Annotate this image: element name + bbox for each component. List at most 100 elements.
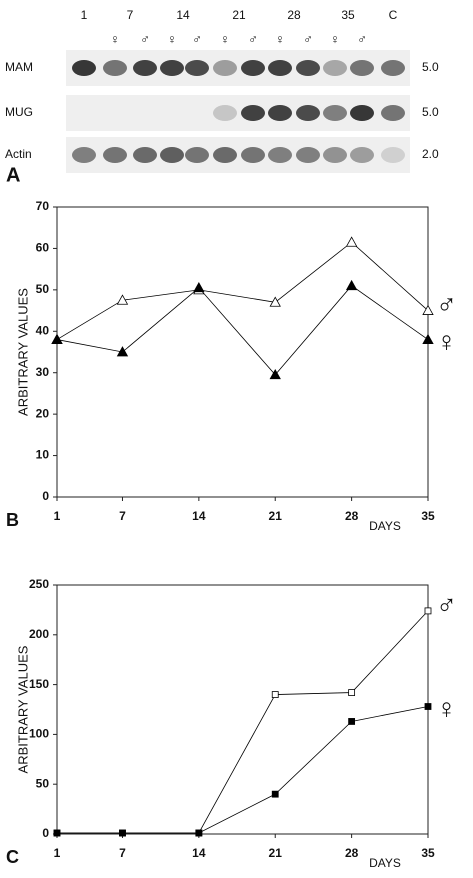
x-tick-label: 1 — [54, 846, 61, 860]
blot-band — [323, 60, 347, 76]
marker — [119, 829, 126, 837]
x-tick-label: 1 — [54, 509, 61, 523]
marker — [424, 703, 432, 710]
marker — [116, 346, 129, 357]
y-tick-label: 200 — [29, 627, 49, 641]
x-tick-label: 7 — [119, 509, 126, 523]
lane-label: C — [389, 8, 398, 22]
plot-frame — [56, 584, 429, 835]
lane-label: 21 — [232, 8, 246, 22]
plot-frame — [56, 206, 429, 498]
marker — [271, 790, 279, 798]
sex-label: ♂ — [192, 31, 202, 46]
marker — [422, 333, 434, 344]
size-label: 2.0 — [422, 147, 439, 161]
series-line — [57, 610, 429, 834]
blot-band — [350, 60, 374, 76]
lane-label: 28 — [287, 8, 301, 22]
lane-label: 1 — [81, 8, 88, 22]
size-label: 5.0 — [422, 60, 439, 74]
blot-band — [133, 60, 157, 76]
x-tick-label: 21 — [269, 509, 283, 523]
marker — [51, 333, 63, 344]
sex-label: ♂ — [303, 31, 313, 46]
blot-band — [241, 147, 265, 163]
blot-band — [185, 60, 209, 76]
marker — [345, 279, 358, 291]
blot-band — [381, 60, 405, 76]
blot-band — [268, 105, 292, 121]
marker — [116, 294, 129, 305]
series-line — [56, 241, 429, 340]
marker — [53, 829, 61, 837]
row-label: Actin — [5, 147, 32, 161]
marker — [269, 368, 281, 380]
row-label: MUG — [5, 105, 33, 119]
blot-band — [185, 147, 209, 163]
blot-band — [350, 147, 374, 163]
panel-label: C — [6, 847, 19, 867]
blot-band — [103, 60, 127, 76]
x-tick-label: 28 — [345, 509, 359, 523]
lane-label: 14 — [176, 8, 190, 22]
blot-band — [103, 147, 127, 163]
blot-band — [160, 147, 184, 163]
y-tick-label: 100 — [29, 727, 49, 741]
series-line — [57, 706, 429, 834]
legend-symbol: ♀ — [436, 693, 457, 724]
y-tick-label: 30 — [36, 365, 50, 379]
y-tick-label: 250 — [29, 577, 49, 591]
blot-band — [133, 147, 157, 163]
x-tick-label: 35 — [421, 509, 435, 523]
marker — [348, 689, 356, 696]
legend-symbol: ♂ — [436, 589, 457, 620]
marker — [193, 281, 205, 293]
x-tick-label: 28 — [345, 846, 359, 860]
sex-label: ♀ — [330, 31, 340, 46]
y-tick-label: 0 — [42, 826, 49, 840]
sex-label: ♀ — [110, 31, 120, 46]
panel-label: B — [6, 510, 19, 530]
blot-band — [160, 60, 184, 76]
marker — [345, 236, 358, 247]
sex-label: ♂ — [140, 31, 150, 46]
blot-band — [213, 147, 237, 163]
blot-band — [213, 105, 237, 121]
panel-label: A — [6, 164, 20, 186]
y-tick-label: 150 — [29, 677, 49, 691]
lane-label: 35 — [341, 8, 355, 22]
blot-band — [381, 147, 405, 163]
y-tick-label: 40 — [36, 323, 50, 337]
sex-label: ♂ — [357, 31, 367, 46]
blot-band — [72, 60, 96, 76]
y-axis-label: ARBITRARY VALUES — [15, 288, 30, 416]
y-tick-label: 50 — [36, 776, 50, 790]
marker — [269, 296, 281, 307]
blot-band — [323, 147, 347, 163]
blot-band — [381, 105, 405, 121]
x-axis-label: DAYS — [369, 519, 401, 533]
marker — [348, 718, 356, 725]
sex-label: ♀ — [167, 31, 177, 46]
y-tick-label: 10 — [36, 448, 50, 462]
blot-band — [350, 105, 374, 121]
sex-label: ♀ — [275, 31, 285, 46]
x-tick-label: 35 — [421, 846, 435, 860]
legend-symbol: ♀ — [436, 326, 457, 357]
y-tick-label: 0 — [42, 489, 49, 503]
y-axis-label: ARBITRARY VALUES — [15, 645, 30, 773]
blot-band — [72, 147, 96, 163]
blot-band — [296, 60, 320, 76]
blot-band — [323, 105, 347, 121]
marker — [271, 691, 279, 698]
y-tick-label: 60 — [36, 241, 50, 255]
blot-band — [213, 60, 237, 76]
series-line — [56, 285, 429, 376]
y-tick-label: 70 — [36, 199, 50, 213]
size-label: 5.0 — [422, 105, 439, 119]
blot-band — [268, 147, 292, 163]
marker — [195, 829, 203, 837]
blot-band — [268, 60, 292, 76]
x-tick-label: 14 — [192, 846, 206, 860]
